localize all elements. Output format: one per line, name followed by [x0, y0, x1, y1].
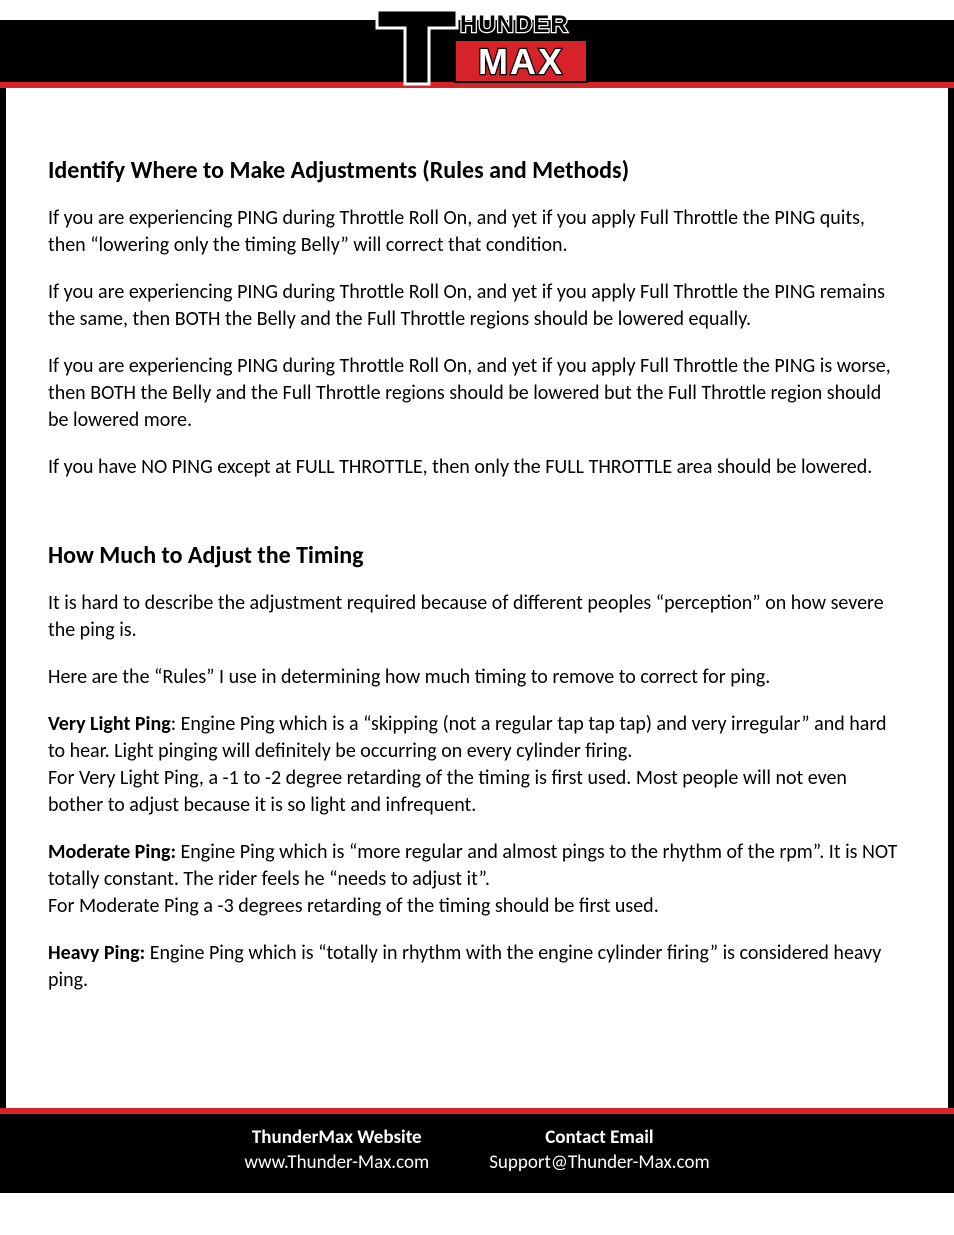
section2-intro: It is hard to describe the adjustment re…: [48, 590, 906, 644]
page-content: Identify Where to Make Adjustments (Rule…: [0, 88, 954, 1108]
footer-website-url[interactable]: www.Thunder-Max.com: [244, 1151, 429, 1176]
footer-website-title: ThunderMax Website: [244, 1126, 429, 1151]
def-body: Engine Ping which is “totally in rhythm …: [48, 941, 881, 992]
footer-website: ThunderMax Website www.Thunder-Max.com: [244, 1126, 429, 1175]
header-bar: HUNDER MAX: [0, 20, 954, 82]
section2-heading: How Much to Adjust the Timing: [48, 541, 906, 570]
def-sep: :: [171, 712, 181, 736]
footer-contact-title: Contact Email: [489, 1126, 709, 1151]
section1-heading: Identify Where to Make Adjustments (Rule…: [48, 156, 906, 185]
section1-para: If you have NO PING except at FULL THROT…: [48, 454, 906, 481]
footer-contact-email[interactable]: Support@Thunder-Max.com: [489, 1151, 709, 1176]
logo-top-text: HUNDER: [460, 11, 569, 38]
def-heavy-ping: Heavy Ping: Engine Ping which is “totall…: [48, 940, 906, 994]
logo: HUNDER MAX: [357, 2, 597, 97]
def-label: Heavy Ping:: [48, 941, 145, 965]
section1-para: If you are experiencing PING during Thro…: [48, 205, 906, 259]
section1-para: If you are experiencing PING during Thro…: [48, 279, 906, 333]
footer-contact: Contact Email Support@Thunder-Max.com: [489, 1126, 709, 1175]
section2-intro: Here are the “Rules” I use in determinin…: [48, 664, 906, 691]
footer-bar: ThunderMax Website www.Thunder-Max.com C…: [0, 1114, 954, 1193]
def-moderate-ping: Moderate Ping: Engine Ping which is “mor…: [48, 839, 906, 920]
def-label: Very Light Ping: [48, 712, 171, 736]
def-label: Moderate Ping:: [48, 840, 176, 864]
def-very-light-ping: Very Light Ping: Engine Ping which is a …: [48, 711, 906, 819]
section1-para: If you are experiencing PING during Thro…: [48, 353, 906, 434]
logo-bottom-text: MAX: [478, 41, 564, 82]
